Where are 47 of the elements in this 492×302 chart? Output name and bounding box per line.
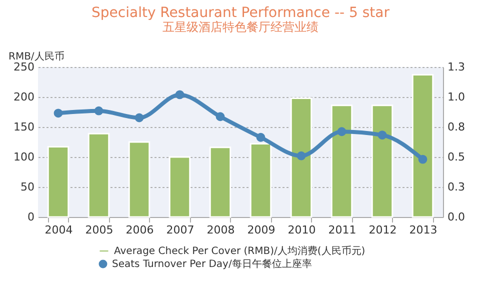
bar <box>371 104 394 218</box>
point <box>216 112 225 122</box>
point <box>134 113 144 122</box>
y-tick-label: 250 <box>14 60 34 74</box>
point <box>175 90 184 100</box>
y-tick-label: 50 <box>20 180 34 194</box>
y-tick-label: 100 <box>14 150 34 164</box>
bar <box>47 146 70 218</box>
point <box>418 154 428 164</box>
y-axis-title: RMB/人民币 <box>8 50 64 62</box>
x-tick-label: 2004 <box>44 224 73 236</box>
x-tick-label: 2009 <box>247 224 276 236</box>
x-tick-label: 2013 <box>409 224 438 236</box>
point <box>337 127 346 136</box>
point <box>256 132 266 142</box>
chart-title: Specialty Restaurant Performance -- 5 star <box>92 5 390 21</box>
point <box>54 108 63 118</box>
y2-tick-label: 0.5 <box>448 150 465 164</box>
bar <box>209 146 232 218</box>
bar <box>330 104 353 218</box>
y2-tick-label: 0.0 <box>448 210 465 224</box>
bar <box>290 97 312 218</box>
y2-tick-label: 0.8 <box>448 120 465 134</box>
y-tick-label: 200 <box>14 90 34 104</box>
y2-tick-label: 0.3 <box>448 180 465 194</box>
point <box>94 106 104 116</box>
bar <box>412 74 434 218</box>
chart-subtitle: 五星级酒店特色餐厅经营业绩 <box>162 20 318 34</box>
point <box>378 130 387 140</box>
bar <box>88 132 110 218</box>
x-tick-label: 2010 <box>288 224 316 236</box>
x-tick-label: 2005 <box>85 224 114 236</box>
x-tick-label: 2008 <box>206 224 235 236</box>
y-tick-label: 150 <box>14 120 34 134</box>
bar <box>128 141 150 218</box>
x-tick-label: 2011 <box>328 224 356 236</box>
legend-label: Average Check Per Cover (RMB)/人均消费(人民币元) <box>114 245 366 257</box>
x-tick-label: 2006 <box>126 224 154 236</box>
point <box>296 151 306 160</box>
legend-label: Seats Turnover Per Day/每日午餐位上座率 <box>112 258 312 270</box>
y-tick-label: 0 <box>28 210 34 224</box>
x-tick-label: 2007 <box>166 224 194 236</box>
x-tick-label: 2012 <box>368 224 397 236</box>
y2-tick-label: 1.3 <box>448 60 465 74</box>
bar <box>168 156 191 218</box>
y2-tick-label: 1.0 <box>448 90 465 104</box>
bar <box>250 143 272 218</box>
